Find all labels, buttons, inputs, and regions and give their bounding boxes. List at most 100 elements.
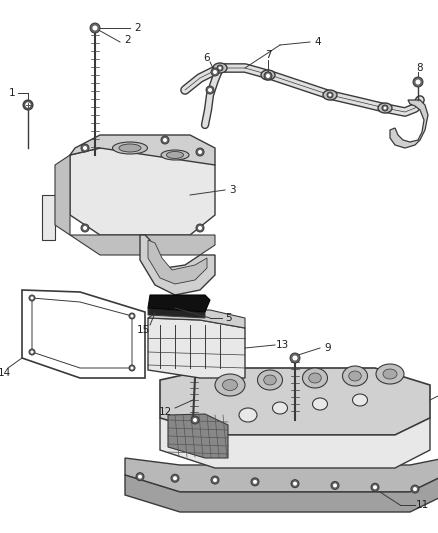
Circle shape: [81, 224, 89, 232]
Circle shape: [31, 351, 33, 353]
Polygon shape: [70, 135, 215, 165]
Circle shape: [219, 67, 222, 69]
Polygon shape: [42, 195, 55, 240]
Circle shape: [213, 70, 217, 74]
Text: 5: 5: [226, 313, 232, 323]
Circle shape: [163, 138, 167, 142]
Ellipse shape: [309, 373, 321, 383]
Circle shape: [90, 23, 100, 33]
Circle shape: [328, 93, 332, 96]
Polygon shape: [70, 148, 215, 235]
Text: 6: 6: [204, 53, 210, 63]
Circle shape: [198, 150, 202, 154]
Circle shape: [211, 476, 219, 484]
Text: 1: 1: [9, 88, 15, 98]
Polygon shape: [148, 308, 205, 318]
Circle shape: [136, 473, 144, 481]
Circle shape: [266, 74, 270, 78]
Circle shape: [173, 477, 177, 480]
Circle shape: [331, 481, 339, 489]
Ellipse shape: [343, 366, 367, 386]
Polygon shape: [160, 418, 430, 468]
Text: 7: 7: [265, 50, 271, 60]
Ellipse shape: [376, 364, 404, 384]
Circle shape: [384, 107, 386, 109]
Polygon shape: [70, 235, 215, 255]
Ellipse shape: [215, 374, 245, 396]
Text: 11: 11: [415, 500, 429, 510]
Ellipse shape: [383, 369, 397, 379]
Circle shape: [131, 314, 134, 318]
Text: 8: 8: [417, 63, 423, 73]
Text: 4: 4: [314, 37, 321, 47]
Ellipse shape: [353, 394, 367, 406]
Circle shape: [213, 478, 217, 482]
Circle shape: [291, 480, 299, 488]
Text: 2: 2: [125, 35, 131, 45]
Polygon shape: [125, 458, 438, 492]
Polygon shape: [160, 368, 430, 435]
Circle shape: [138, 475, 142, 479]
Circle shape: [29, 349, 35, 355]
Circle shape: [206, 86, 214, 94]
Circle shape: [171, 474, 179, 482]
Circle shape: [371, 483, 379, 491]
Circle shape: [29, 295, 35, 301]
Circle shape: [413, 487, 417, 491]
Ellipse shape: [166, 151, 184, 158]
Circle shape: [83, 226, 87, 230]
Ellipse shape: [378, 103, 392, 113]
Circle shape: [327, 92, 333, 98]
Circle shape: [25, 102, 31, 108]
Ellipse shape: [261, 70, 275, 80]
Circle shape: [23, 100, 33, 110]
Polygon shape: [168, 414, 228, 458]
Circle shape: [293, 482, 297, 486]
Ellipse shape: [272, 402, 287, 414]
Circle shape: [83, 146, 87, 150]
Ellipse shape: [349, 371, 361, 381]
Text: 9: 9: [325, 343, 331, 353]
Circle shape: [208, 88, 212, 92]
Circle shape: [333, 483, 337, 488]
Ellipse shape: [161, 150, 189, 160]
Circle shape: [253, 480, 257, 484]
Polygon shape: [125, 475, 438, 512]
Ellipse shape: [264, 375, 276, 385]
Circle shape: [196, 148, 204, 156]
Ellipse shape: [223, 379, 237, 391]
Circle shape: [193, 418, 197, 422]
Text: 3: 3: [229, 185, 235, 195]
Polygon shape: [390, 100, 428, 148]
Polygon shape: [55, 155, 70, 235]
Circle shape: [211, 68, 219, 76]
Ellipse shape: [213, 63, 227, 73]
Circle shape: [31, 296, 33, 300]
Ellipse shape: [119, 144, 141, 152]
Ellipse shape: [239, 408, 257, 422]
Circle shape: [81, 144, 89, 152]
Polygon shape: [148, 310, 245, 328]
Circle shape: [196, 224, 204, 232]
Ellipse shape: [258, 370, 283, 390]
Text: 14: 14: [0, 368, 11, 378]
Ellipse shape: [323, 90, 337, 100]
Circle shape: [131, 367, 134, 369]
Circle shape: [382, 105, 388, 111]
Text: 2: 2: [135, 23, 141, 33]
Circle shape: [251, 478, 259, 486]
Circle shape: [293, 356, 297, 360]
Ellipse shape: [303, 368, 328, 388]
Text: 13: 13: [276, 340, 289, 350]
Circle shape: [92, 26, 98, 30]
Circle shape: [411, 485, 419, 493]
Circle shape: [265, 72, 271, 78]
Circle shape: [217, 65, 223, 71]
Circle shape: [373, 485, 377, 489]
Ellipse shape: [113, 142, 148, 154]
Text: 12: 12: [159, 407, 172, 417]
Circle shape: [416, 79, 420, 85]
Circle shape: [290, 353, 300, 363]
Circle shape: [129, 313, 135, 319]
Circle shape: [191, 416, 199, 424]
